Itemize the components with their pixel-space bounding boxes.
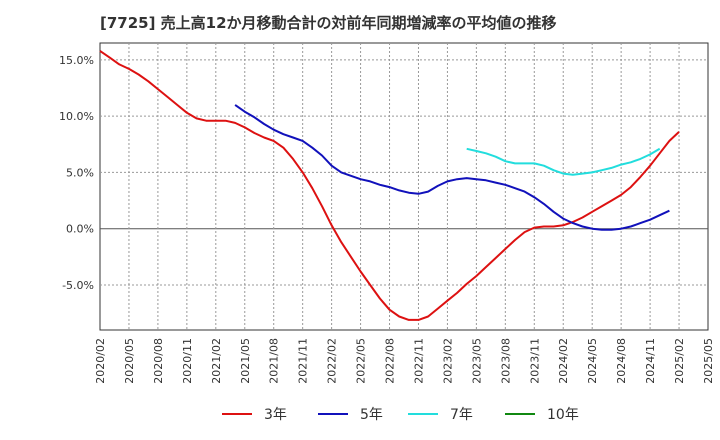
x-tick-label: 2024/08 [615,338,628,384]
legend: 3年 5年 7年 10年 [222,407,579,423]
x-tick-label: 2021/05 [239,338,252,384]
series-lines [99,50,680,321]
grid [100,43,708,330]
x-tick-label: 2020/05 [123,338,136,384]
x-tick-label: 2022/02 [326,338,339,384]
x-tick-label: 2023/08 [499,338,512,384]
x-tick-label: 2024/05 [586,338,599,384]
y-tick-label: -5.0% [62,279,94,292]
x-axis: 2020/02 2020/05 2020/08 2020/11 2021/02 2021/… [94,338,715,384]
x-tick-label: 2025/02 [673,338,686,384]
series-line-7年 [466,147,661,176]
x-tick-label: 2021/02 [210,338,223,384]
plot-area [99,42,709,331]
x-tick-label: 2024/02 [557,338,570,384]
y-tick-label: 10.0% [59,110,94,123]
x-tick-label: 2023/11 [528,338,541,384]
legend-label-3年: 3年 [264,407,287,423]
x-tick-label: 2023/05 [470,338,483,384]
x-tick-label: 2024/11 [644,338,657,384]
x-tick-label: 2020/02 [94,338,107,384]
legend-label-7年: 7年 [450,407,473,423]
x-tick-label: 2022/11 [412,338,425,384]
x-tick-label: 2020/08 [152,338,165,384]
x-tick-label: 2021/08 [268,338,281,384]
y-tick-label: 15.0% [59,54,94,67]
legend-label-10年: 10年 [547,407,579,423]
x-tick-label: 2021/11 [297,338,310,384]
x-tick-label: 2025/05 [702,338,715,384]
series-line-5年 [234,104,670,231]
legend-label-5年: 5年 [360,407,383,423]
chart-title: [7725] 売上高12か月移動合計の対前年同期増減率の平均値の推移 [100,14,557,32]
x-tick-label: 2023/02 [441,338,454,384]
x-tick-label: 2022/05 [355,338,368,384]
x-tick-label: 2020/11 [181,338,194,384]
y-tick-label: 0.0% [66,223,94,236]
y-axis: 15.0% 10.0% 5.0% 0.0% -5.0% [59,54,94,292]
x-tick-label: 2022/08 [384,338,397,384]
y-tick-label: 5.0% [66,166,94,179]
series-line-3年 [99,50,680,321]
